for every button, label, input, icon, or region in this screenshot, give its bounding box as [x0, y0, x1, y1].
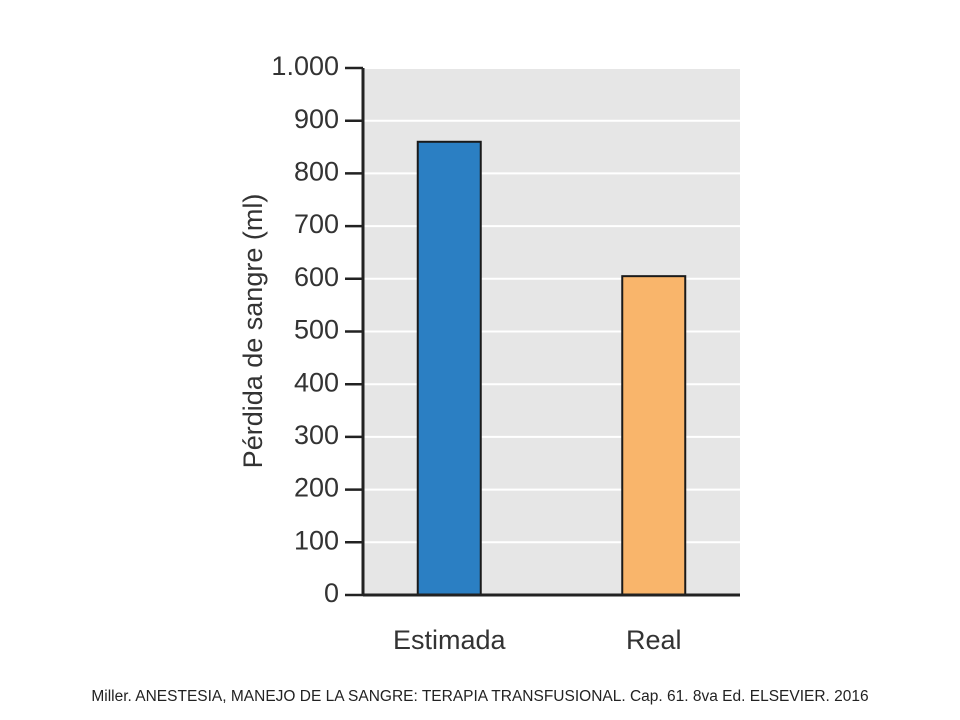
y-tick-labels: 0 100 200 300 400 500 600 700 800 900 1.000 — [271, 51, 339, 608]
y-tick-label: 800 — [294, 157, 339, 187]
x-category-labels: Estimada Real — [393, 625, 682, 655]
y-tick-label: 1.000 — [271, 51, 339, 81]
y-tick-label: 900 — [294, 104, 339, 134]
y-tick-label: 400 — [294, 367, 339, 397]
y-axis-title: Pérdida de sangre (ml) — [238, 194, 268, 469]
y-tick-label: 0 — [324, 578, 339, 608]
bar-estimada — [416, 140, 482, 596]
bars — [416, 140, 687, 596]
y-tick-label: 500 — [294, 315, 339, 345]
bar-real — [621, 275, 687, 596]
source-caption: Miller. ANESTESIA, MANEJO DE LA SANGRE: … — [91, 688, 869, 705]
y-axis — [345, 66, 740, 597]
y-tick-label: 700 — [294, 209, 339, 239]
y-tick-label: 200 — [294, 473, 339, 503]
x-category-label: Estimada — [393, 625, 507, 655]
y-tick-label: 100 — [294, 525, 339, 555]
x-category-label: Real — [626, 625, 682, 655]
y-tick-label: 300 — [294, 420, 339, 450]
y-tick-label: 600 — [294, 262, 339, 292]
